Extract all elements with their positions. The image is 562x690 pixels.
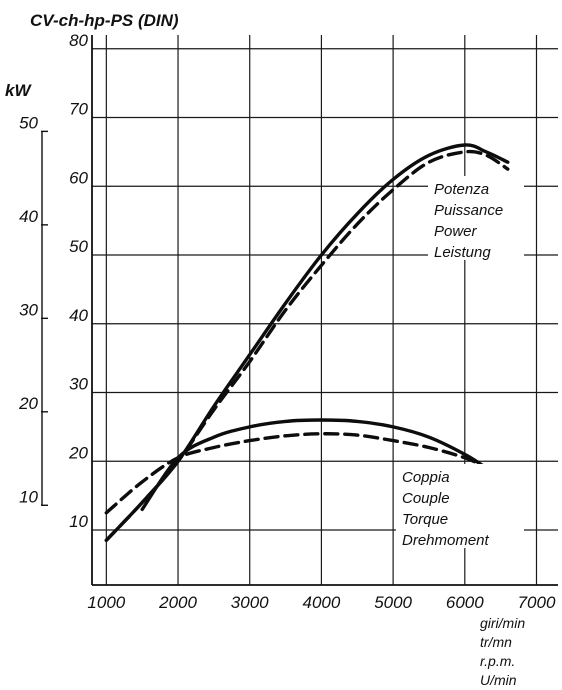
x-tick-label-5: 6000 <box>446 593 484 612</box>
series-line-3 <box>104 432 510 515</box>
chart-title: CV-ch-hp-PS (DIN) <box>30 11 179 30</box>
torque-curve-label: Coppia Couple Torque Drehmoment <box>402 469 490 549</box>
power-label-line-0: Potenza <box>434 181 489 198</box>
torque-label-line-1: Couple <box>402 490 450 507</box>
y-tick-label-1: 20 <box>68 443 88 462</box>
kw-tick-label-1: 20 <box>18 394 38 413</box>
torque-label-background <box>396 464 524 548</box>
y-tick-label-0: 10 <box>69 512 88 531</box>
x-unit-label-3: U/min <box>480 672 517 688</box>
kw-axis-label: kW <box>5 81 32 100</box>
y-tick-label-3: 40 <box>69 306 88 325</box>
x-tick-label-4: 5000 <box>374 593 412 612</box>
x-unit-label-1: tr/mn <box>480 634 512 650</box>
kw-axis: 10 20 30 40 50 <box>18 113 48 506</box>
power-label-line-1: Puissance <box>434 202 503 219</box>
y-tick-label-4: 50 <box>69 237 88 256</box>
power-curve-label: Potenza Puissance Power Leistung <box>434 181 503 261</box>
x-unit-labels: giri/min tr/mn r.p.m. U/min <box>480 615 525 688</box>
power-label-line-2: Power <box>434 223 478 240</box>
y-tick-label-2: 30 <box>69 375 88 394</box>
tick-labels: 1000 2000 3000 4000 5000 6000 7000 10 20 30 40 50 60… <box>68 31 556 612</box>
x-tick-label-0: 1000 <box>87 593 125 612</box>
x-tick-label-1: 2000 <box>158 593 197 612</box>
x-unit-label-0: giri/min <box>480 615 525 631</box>
curves <box>104 143 510 542</box>
x-tick-label-6: 7000 <box>518 593 556 612</box>
x-tick-label-2: 3000 <box>231 593 269 612</box>
x-unit-label-2: r.p.m. <box>480 653 515 669</box>
y-tick-label-6: 70 <box>69 100 88 119</box>
y-tick-label-5: 60 <box>69 168 88 187</box>
kw-tick-label-3: 40 <box>19 207 38 226</box>
kw-tick-label-4: 50 <box>19 113 38 132</box>
series-line-2 <box>140 418 510 512</box>
plot-frame <box>91 35 558 586</box>
x-tick-label-3: 4000 <box>303 593 341 612</box>
power-label-line-3: Leistung <box>434 244 491 261</box>
y-tick-label-7: 80 <box>69 31 88 50</box>
series-line-1 <box>104 149 510 542</box>
power-label-background <box>428 176 524 260</box>
kw-tick-label-0: 10 <box>19 487 38 506</box>
torque-label-line-0: Coppia <box>402 469 450 486</box>
torque-label-line-3: Drehmoment <box>402 532 490 549</box>
kw-tick-label-2: 30 <box>19 300 38 319</box>
torque-label-line-2: Torque <box>402 511 448 528</box>
